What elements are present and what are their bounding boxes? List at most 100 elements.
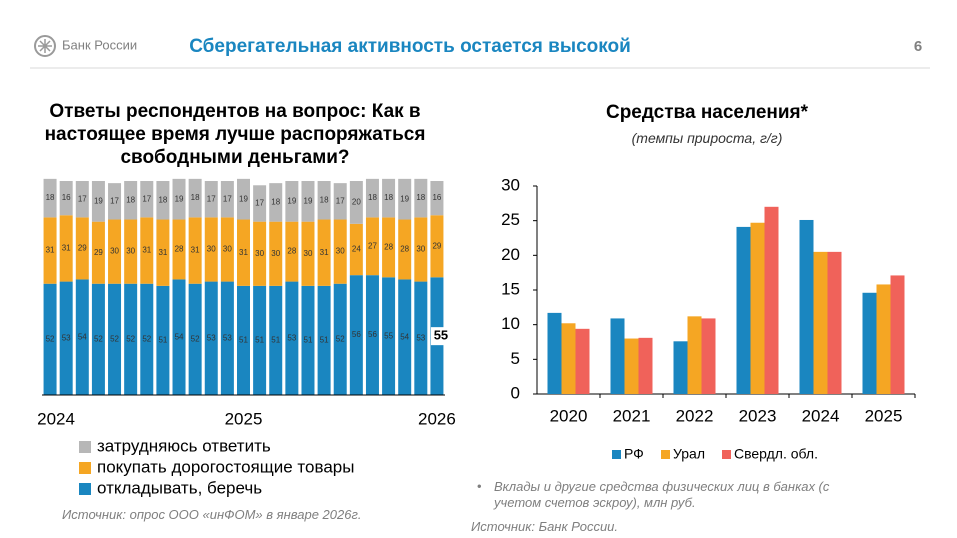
value-label: 28 (400, 245, 409, 254)
bar-segment (188, 178, 202, 218)
legend-swatch (79, 462, 91, 474)
value-label: 16 (62, 193, 71, 202)
value-label: 18 (191, 193, 200, 202)
bar (736, 226, 751, 394)
left-chart-title: Ответы респондентов на вопрос: Как в нас… (44, 101, 426, 168)
value-label: 30 (126, 247, 135, 256)
value-label: 55 (434, 328, 448, 343)
bar (827, 251, 842, 394)
bar-segment (382, 277, 396, 395)
bar-segment (349, 275, 363, 395)
x-tick-label: 2024 (37, 409, 75, 428)
value-label: 17 (255, 199, 264, 208)
bar-segment (237, 285, 250, 395)
bar (638, 337, 653, 394)
x-tick-label: 2021 (613, 406, 651, 425)
bar-segment (253, 185, 267, 222)
value-label: 52 (94, 334, 103, 343)
bullet: • (477, 478, 482, 493)
value-label: 53 (416, 333, 425, 342)
bar (673, 341, 688, 394)
bar-segment (43, 178, 57, 218)
bar-segment (204, 181, 218, 218)
left-source: Источник: опрос ООО «инФОМ» в январе 202… (62, 507, 362, 522)
x-tick-label: 2022 (676, 406, 714, 425)
bar-segment (430, 181, 444, 216)
bar-segment (398, 178, 412, 220)
value-label: 53 (287, 333, 296, 342)
legend-label: Свердл. обл. (734, 446, 818, 462)
value-label: 53 (62, 333, 71, 342)
bar-segment (365, 178, 379, 218)
bar-segment (124, 219, 138, 284)
footnote: Вклады и другие средства физических лиц … (494, 479, 830, 510)
value-label: 24 (352, 245, 361, 254)
value-label: 16 (432, 193, 441, 202)
bar (547, 312, 562, 394)
value-label: 17 (207, 194, 216, 203)
label-bg (430, 327, 452, 346)
value-label: 31 (142, 246, 151, 255)
bar-segment (430, 215, 444, 278)
value-label: 30 (304, 249, 313, 258)
bar-segment (414, 281, 428, 395)
bar-segment (253, 285, 267, 395)
slide-title: Сберегательная активность остается высок… (189, 36, 631, 57)
bar-segment (317, 219, 331, 286)
value-label: 18 (158, 195, 167, 204)
bar-segment (382, 178, 396, 218)
value-label: 53 (223, 333, 232, 342)
value-label: 31 (320, 248, 329, 257)
x-tick-label: 2025 (225, 409, 263, 428)
value-label: 29 (94, 248, 103, 257)
bar-segment (59, 181, 73, 216)
right-chart-subtitle: (темпы прироста, г/г) (631, 130, 783, 146)
bar-segment (43, 283, 57, 395)
y-tick-label: 25 (501, 210, 520, 229)
value-label: 56 (352, 330, 361, 339)
right-source: Источник: Банк России. (471, 519, 619, 534)
legend-swatch (79, 483, 91, 495)
value-label: 54 (400, 332, 409, 341)
value-label: 18 (416, 193, 425, 202)
bar-segment (156, 285, 170, 395)
x-tick-label: 2025 (865, 406, 903, 425)
bar-segment (108, 219, 122, 284)
value-label: 19 (239, 194, 248, 203)
value-label: 30 (223, 245, 232, 254)
value-label: 53 (207, 333, 216, 342)
legend-label: Урал (673, 446, 705, 462)
bar (610, 318, 625, 394)
bar-segment (237, 178, 250, 220)
bar-segment (398, 279, 412, 395)
value-label: 18 (368, 193, 377, 202)
value-label: 20 (352, 198, 361, 207)
bar-segment (75, 217, 89, 280)
legend-label: покупать дорогостоящие товары (97, 457, 354, 476)
bar (750, 222, 765, 394)
value-label: 51 (320, 336, 329, 345)
bar-segment (204, 281, 218, 395)
value-label: 30 (110, 247, 119, 256)
bar-segment (108, 283, 122, 395)
value-label: 51 (158, 336, 167, 345)
bar (701, 318, 716, 394)
bar-segment (108, 183, 122, 220)
value-label: 56 (368, 330, 377, 339)
bar-segment (156, 181, 170, 220)
y-tick-label: 15 (501, 279, 520, 298)
bar-segment (269, 221, 283, 286)
value-label: 52 (191, 334, 200, 343)
value-label: 51 (271, 336, 280, 345)
y-tick-label: 0 (511, 383, 520, 402)
x-tick-label: 2023 (739, 406, 777, 425)
value-label: 52 (142, 334, 151, 343)
value-label: 18 (384, 193, 393, 202)
y-tick-label: 10 (501, 314, 520, 333)
bar (799, 219, 814, 394)
value-label: 29 (432, 241, 441, 250)
value-label: 28 (384, 242, 393, 251)
bar-segment (220, 181, 234, 218)
